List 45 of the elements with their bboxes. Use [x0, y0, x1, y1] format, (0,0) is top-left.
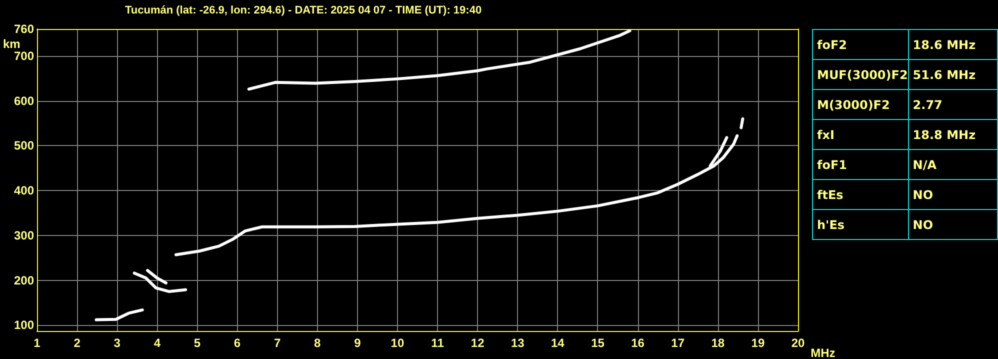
x-tick-label: 3 — [114, 336, 121, 350]
text: 18.8 MHz — [908, 120, 998, 150]
text: 18.6 MHz — [908, 30, 998, 60]
x-tick-label: 12 — [470, 336, 485, 350]
text: NO — [908, 180, 998, 210]
x-tick-label: 16 — [631, 336, 645, 350]
y-tick-label: 400 — [14, 184, 34, 198]
chart-title: Tucumán (lat: -26.9, lon: 294.6) - DATE: 2025 04 07 - TIME (UT): 19:40 — [125, 4, 482, 16]
text: 2.77 — [908, 90, 998, 120]
y-tick-label: 600 — [14, 94, 34, 108]
text: fxI — [812, 120, 908, 150]
text: MUF(3000)F2 — [812, 60, 908, 90]
y-tick-label: 100 — [14, 318, 34, 332]
text: 51.6 MHz — [908, 60, 998, 90]
text: M(3000)F2 — [812, 90, 908, 120]
x-tick-label: 7 — [274, 336, 281, 350]
text: foF2 — [812, 30, 908, 60]
x-tick-label: 10 — [390, 336, 404, 350]
x-tick-label: 14 — [551, 336, 565, 350]
y-tick-label: 300 — [14, 228, 34, 242]
text: h'Es — [812, 210, 908, 240]
x-tick-label: 13 — [510, 336, 525, 350]
x-tick-label: 17 — [671, 336, 685, 350]
x-tick-label: 15 — [591, 336, 605, 350]
x-tick-label: 1 — [34, 336, 41, 350]
x-tick-label: 19 — [751, 336, 765, 350]
text: N/A — [908, 150, 998, 180]
x-axis-title: MHz — [810, 346, 836, 359]
text: ftEs — [812, 180, 908, 210]
y-tick-label: 500 — [14, 138, 34, 153]
y-axis-title: km — [3, 37, 20, 52]
text: foF1 — [812, 150, 908, 180]
y-tick-label: 700 — [14, 48, 34, 63]
x-tick-label: 2 — [74, 336, 81, 350]
y-tick-label: 760 — [14, 22, 34, 36]
x-tick-label: 5 — [194, 336, 201, 350]
text: NO — [908, 210, 998, 240]
x-tick-label: 4 — [154, 336, 161, 350]
x-tick-label: 9 — [354, 336, 362, 350]
x-tick-label: 8 — [314, 336, 322, 350]
x-tick-label: 18 — [711, 336, 725, 350]
x-tick-label: 6 — [234, 336, 241, 350]
x-tick-label: 11 — [431, 336, 444, 350]
y-tick-label: 200 — [14, 273, 34, 288]
x-tick-label: 20 — [791, 336, 805, 350]
